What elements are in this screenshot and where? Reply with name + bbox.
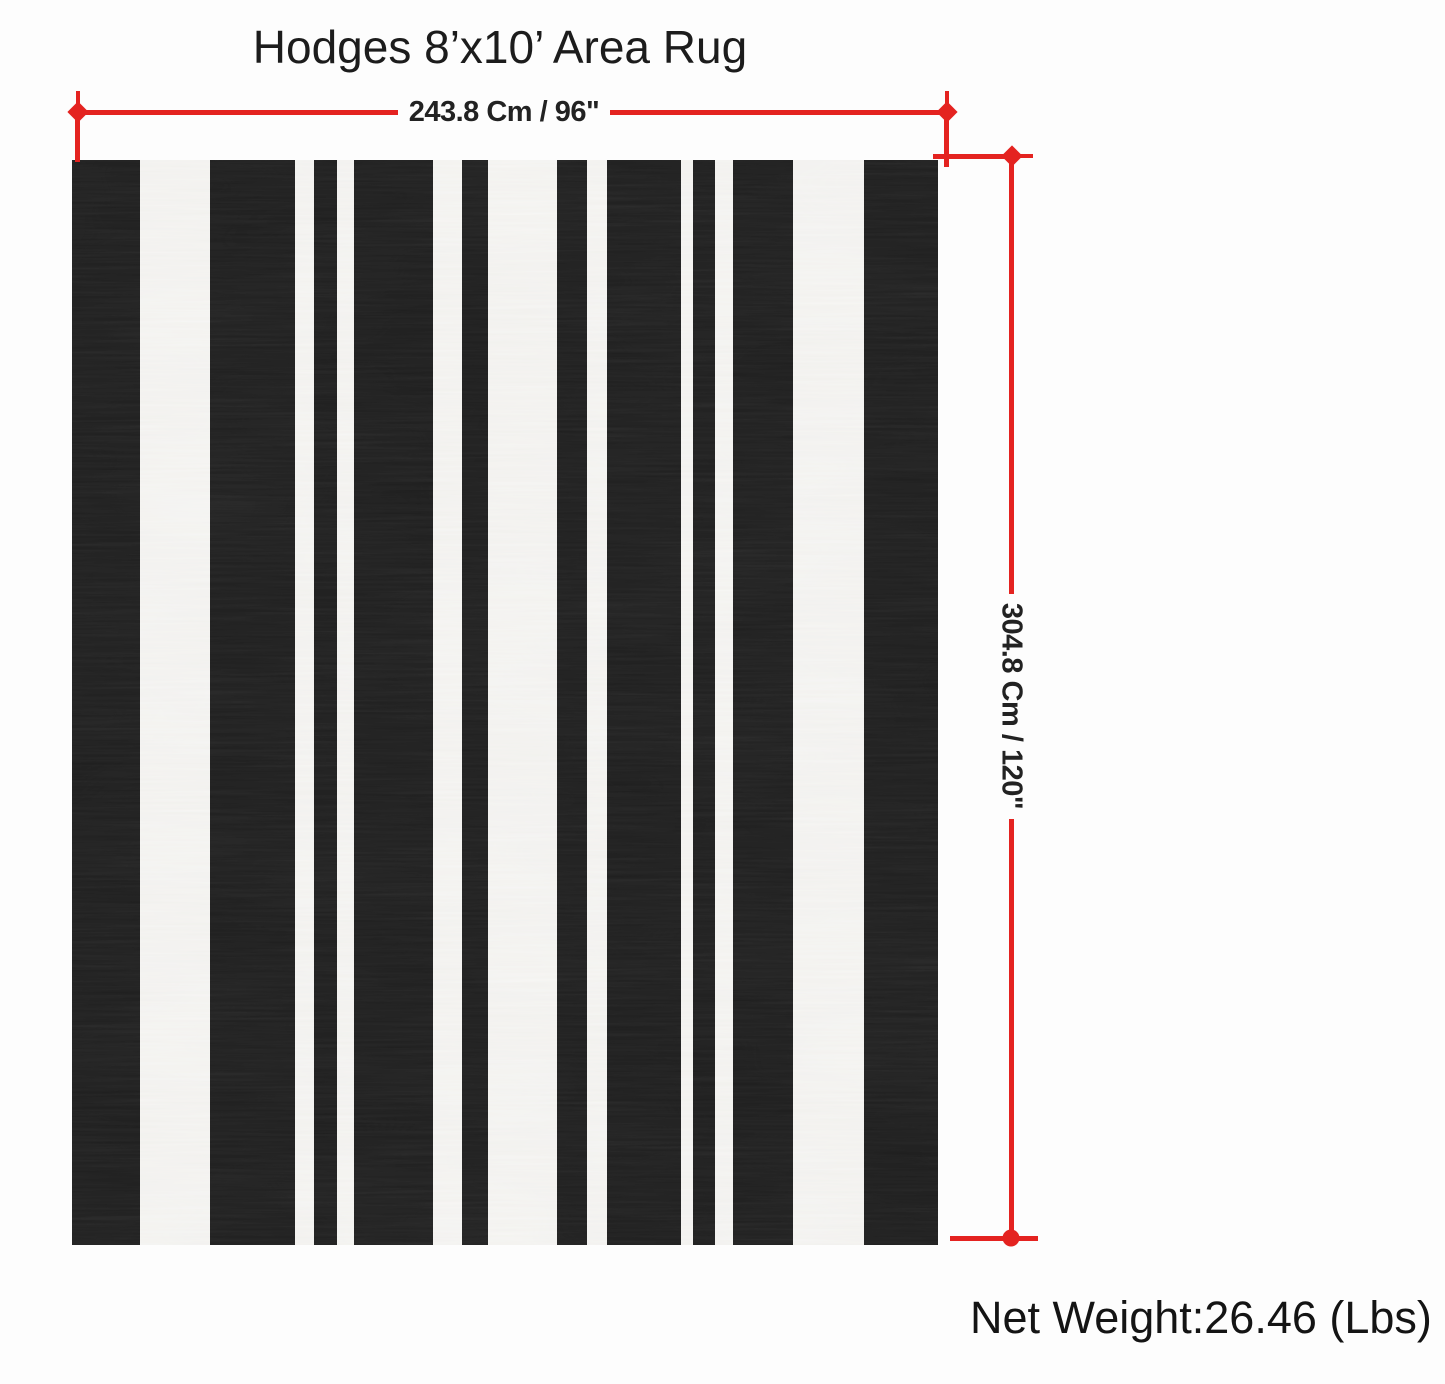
rug-image	[72, 160, 938, 1245]
rug-stripe-light	[587, 160, 607, 1245]
width-dimension-label: 243.8 Cm / 96"	[398, 94, 610, 131]
rug-stripe-light	[488, 160, 557, 1245]
rug-stripe-dark	[733, 160, 793, 1245]
rug-stripe-dark	[314, 160, 337, 1245]
rug-stripe-light	[140, 160, 210, 1245]
rug-stripe-light	[433, 160, 462, 1245]
rug-stripe-dark	[462, 160, 488, 1245]
rug-stripe-light	[715, 160, 733, 1245]
height-dimension-line-upper	[1009, 157, 1014, 594]
rug-stripe-light	[337, 160, 354, 1245]
rug-stripe-dark	[72, 160, 140, 1245]
height-dimension-label: 304.8 Cm / 120"	[995, 602, 1028, 810]
page-title: Hodges 8’x10’ Area Rug	[252, 21, 748, 73]
rug-stripe-dark	[607, 160, 681, 1245]
height-dimension-top-connector	[933, 154, 1012, 159]
net-weight-label: Net Weight:26.46 (Lbs)	[970, 1292, 1432, 1343]
height-dimension-bottom-endpoint	[1002, 1229, 1020, 1247]
rug-stripe-dark	[354, 160, 433, 1245]
height-dimension-line-lower	[1009, 819, 1014, 1238]
rug-stripe-light	[793, 160, 864, 1245]
rug-stripe-light	[681, 160, 693, 1245]
height-dimension-top-endpoint	[1001, 145, 1023, 167]
width-dimension-right-endpoint	[936, 101, 958, 123]
rug-stripe-dark	[864, 160, 938, 1245]
rug-stripe-dark	[693, 160, 715, 1245]
width-dimension-left-endpoint	[67, 101, 89, 123]
width-dimension-right-extension	[944, 112, 949, 167]
rug-stripe-dark	[210, 160, 295, 1245]
rug-stripe-dark	[557, 160, 587, 1245]
height-dimension-bottom-tick	[950, 1236, 1038, 1241]
rug-stripe-light	[295, 160, 314, 1245]
width-dimension-left-extension	[75, 112, 80, 162]
rug-stripes	[72, 160, 938, 1245]
